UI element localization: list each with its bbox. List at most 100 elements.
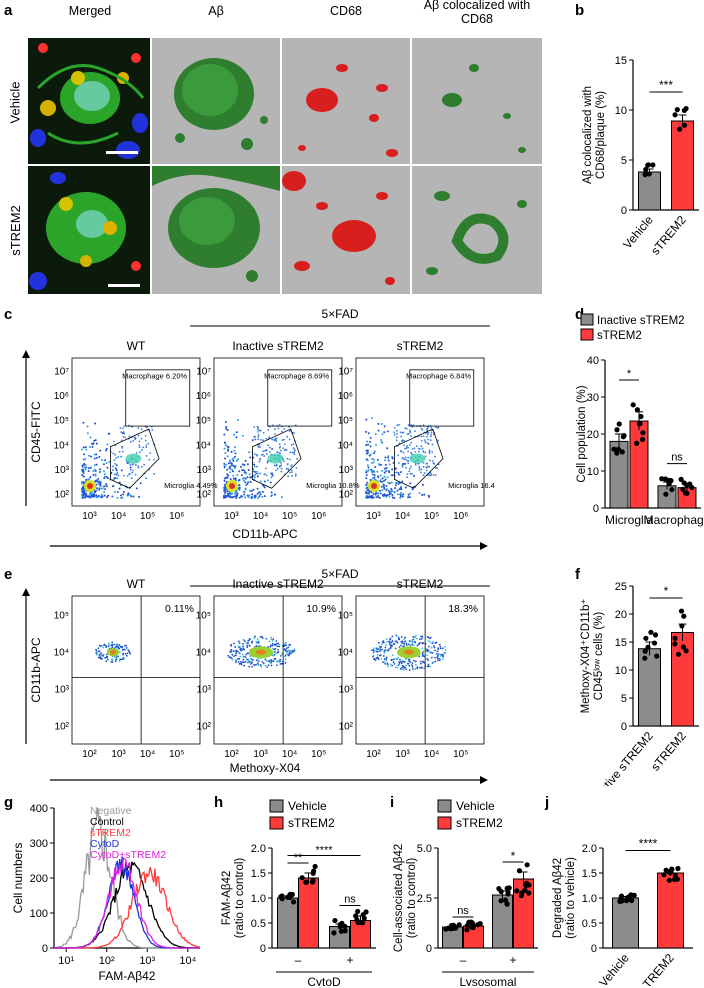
event-dot	[145, 455, 148, 457]
macrophage-gate	[409, 369, 475, 427]
data-point	[614, 450, 620, 456]
event-dot	[102, 653, 105, 656]
event-dot	[441, 658, 444, 661]
event-dot	[238, 652, 241, 655]
y-tick-label: 10⁴	[54, 648, 69, 659]
event-dot	[414, 450, 417, 453]
event-dot	[81, 474, 84, 477]
legend-label: CytoD+sTREM2	[90, 849, 166, 861]
event-dot	[107, 642, 110, 645]
event-dot	[422, 462, 425, 464]
event-dot	[100, 493, 103, 496]
x-tick-label: 10⁴	[253, 511, 268, 522]
event-dot	[398, 663, 401, 666]
event-dot	[288, 650, 291, 653]
event-dot	[412, 424, 415, 427]
event-dot	[226, 455, 229, 458]
event-dot	[120, 494, 123, 497]
sig-label: ns	[671, 452, 683, 464]
event-dot	[264, 473, 266, 475]
event-dot	[287, 653, 289, 656]
event-dot	[243, 469, 246, 472]
event-dot	[383, 658, 386, 660]
event-dot	[223, 466, 226, 469]
event-dot	[399, 661, 402, 663]
event-dot	[247, 639, 250, 642]
event-dot	[244, 459, 247, 462]
event-dot	[126, 475, 129, 477]
data-point	[672, 635, 678, 641]
event-dot	[111, 495, 114, 498]
event-dot	[226, 468, 229, 471]
event-dot	[387, 455, 390, 458]
event-dot	[401, 480, 404, 483]
event-dot	[375, 496, 378, 499]
group-label: 5×FAD	[321, 567, 358, 581]
x-tick-label: 10⁴	[179, 955, 196, 967]
event-dot	[380, 485, 383, 488]
event-dot	[409, 472, 412, 475]
event-dot	[235, 431, 238, 434]
event-dot	[405, 657, 408, 660]
data-point	[310, 877, 316, 884]
event-dot	[443, 645, 446, 648]
event-dot	[105, 644, 107, 647]
data-point	[634, 440, 640, 446]
event-dot	[376, 458, 379, 461]
event-dot	[112, 440, 115, 443]
event-dot	[236, 473, 239, 476]
event-dot	[384, 644, 387, 646]
event-dot	[94, 474, 97, 477]
data-point	[642, 172, 648, 178]
event-dot	[442, 655, 445, 658]
event-dot	[126, 652, 129, 655]
legend-swatch	[580, 328, 594, 341]
event-dot	[365, 483, 368, 486]
event-dot	[386, 663, 389, 666]
event-dot	[419, 635, 422, 638]
event-dot	[431, 451, 434, 453]
event-dot	[384, 478, 387, 481]
event-dot	[129, 652, 132, 655]
event-dot	[366, 470, 369, 473]
event-dot	[224, 452, 227, 455]
event-dot	[412, 668, 414, 670]
event-dot	[129, 466, 132, 469]
event-dot	[96, 653, 99, 655]
event-dot	[401, 494, 404, 497]
event-dot	[380, 657, 383, 660]
event-dot	[407, 662, 410, 665]
event-dot	[434, 660, 437, 663]
event-dot	[223, 462, 226, 465]
event-dot	[253, 465, 256, 468]
event-dot	[436, 650, 439, 653]
event-dot	[131, 463, 134, 466]
event-dot	[109, 644, 111, 647]
event-dot	[421, 653, 424, 656]
event-dot	[373, 474, 376, 477]
event-dot	[275, 660, 278, 663]
event-dot	[400, 641, 403, 643]
event-dot	[434, 455, 437, 458]
event-dot	[127, 649, 130, 651]
event-dot	[84, 468, 87, 471]
event-dot	[135, 487, 138, 490]
event-dot	[431, 642, 434, 645]
histogram-line	[54, 856, 200, 949]
event-dot	[224, 444, 227, 447]
event-dot	[239, 655, 242, 658]
event-dot	[96, 480, 99, 483]
event-dot	[369, 453, 372, 456]
event-dot	[426, 654, 428, 657]
x-axis-label: CytoD	[307, 975, 341, 986]
event-dot	[122, 435, 125, 438]
event-dot	[371, 477, 374, 480]
y-tick-label: 10⁷	[338, 366, 353, 377]
event-dot	[143, 463, 146, 466]
data-point	[466, 919, 472, 925]
data-point	[672, 641, 678, 647]
y-arrow-head	[22, 350, 30, 358]
event-dot	[262, 662, 265, 665]
event-dot	[87, 454, 90, 457]
event-dot	[120, 439, 123, 442]
